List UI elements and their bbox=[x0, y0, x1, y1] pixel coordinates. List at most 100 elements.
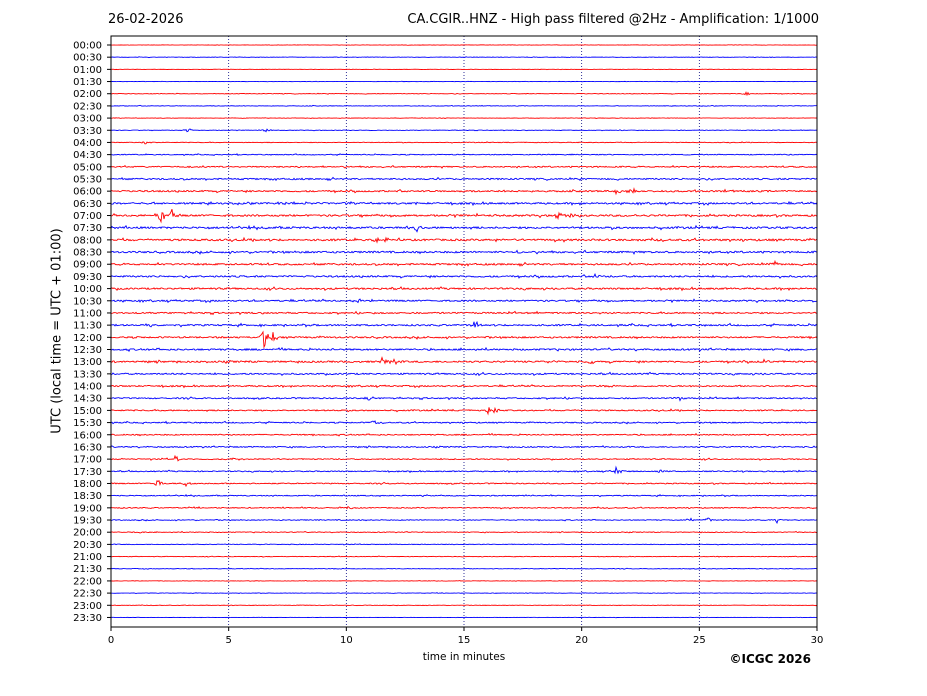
x-tick-label: 0 bbox=[108, 635, 114, 646]
y-tick-label: 15:00 bbox=[73, 406, 102, 417]
y-tick-label: 12:30 bbox=[73, 345, 102, 356]
trace-row-1130 bbox=[110, 320, 818, 328]
x-tick-label: 20 bbox=[575, 635, 588, 646]
trace-row-1300 bbox=[110, 356, 818, 366]
trace-row-0330 bbox=[110, 128, 818, 133]
x-tick-label: 25 bbox=[693, 635, 706, 646]
y-tick-label: 23:30 bbox=[73, 613, 102, 624]
trace-row-1230 bbox=[110, 346, 817, 353]
y-tick-label: 11:00 bbox=[73, 308, 102, 319]
y-tick-label: 03:30 bbox=[73, 126, 102, 137]
y-tick-label: 18:00 bbox=[73, 479, 102, 490]
trace-row-0400 bbox=[110, 141, 818, 145]
y-tick-label: 21:00 bbox=[73, 552, 102, 563]
trace-row-2200 bbox=[110, 580, 818, 582]
trace-row-0730 bbox=[110, 224, 818, 233]
trace-row-1630 bbox=[110, 445, 818, 449]
y-tick-label: 02:00 bbox=[73, 89, 102, 100]
y-tick-label: 17:30 bbox=[73, 467, 102, 478]
y-tick-label: 01:30 bbox=[73, 77, 102, 88]
y-tick-label: 03:00 bbox=[73, 114, 102, 125]
trace-row-2000 bbox=[110, 530, 818, 534]
y-tick-label: 12:00 bbox=[73, 333, 102, 344]
grid-lines bbox=[228, 36, 700, 627]
x-tick-label: 5 bbox=[225, 635, 231, 646]
trace-row-1930 bbox=[110, 517, 818, 525]
y-tick-label: 16:30 bbox=[73, 442, 102, 453]
trace-row-1100 bbox=[110, 310, 818, 316]
y-tick-label: 19:00 bbox=[73, 503, 102, 514]
trace-row-0900 bbox=[110, 259, 818, 267]
trace-row-0430 bbox=[110, 153, 818, 156]
copyright-label: ©ICGC 2026 bbox=[729, 652, 811, 666]
y-tick-label: 22:30 bbox=[73, 589, 102, 600]
y-tick-label: 07:00 bbox=[73, 211, 102, 222]
y-tick-label: 20:30 bbox=[73, 540, 102, 551]
chart-title: CA.CGIR..HNZ - High pass filtered @2Hz -… bbox=[407, 12, 819, 27]
trace-group bbox=[110, 44, 818, 619]
y-tick-label: 01:00 bbox=[73, 65, 102, 76]
trace-row-0930 bbox=[110, 273, 818, 279]
trace-row-1600 bbox=[110, 432, 818, 437]
trace-row-2230 bbox=[110, 592, 818, 595]
y-tick-label: 17:00 bbox=[73, 455, 102, 466]
y-tick-label: 23:00 bbox=[73, 601, 102, 612]
y-tick-label: 14:30 bbox=[73, 394, 102, 405]
trace-row-0500 bbox=[110, 164, 818, 169]
trace-row-1400 bbox=[110, 384, 818, 389]
y-tick-label: 08:00 bbox=[73, 235, 102, 246]
y-tick-label: 11:30 bbox=[73, 321, 102, 332]
y-tick-label: 15:30 bbox=[73, 418, 102, 429]
y-tick-label: 04:30 bbox=[73, 150, 102, 161]
trace-row-0530 bbox=[110, 176, 818, 182]
trace-row-1700 bbox=[110, 454, 818, 462]
trace-row-1200 bbox=[110, 330, 818, 349]
y-tick-label: 10:30 bbox=[73, 296, 102, 307]
trace-row-0800 bbox=[110, 236, 818, 244]
trace-row-1530 bbox=[110, 420, 818, 425]
trace-row-2030 bbox=[110, 543, 818, 546]
trace-row-2130 bbox=[110, 567, 818, 570]
trace-row-0830 bbox=[110, 249, 818, 255]
x-axis-label: time in minutes bbox=[422, 651, 506, 663]
y-tick-label: 07:30 bbox=[73, 223, 102, 234]
y-tick-label: 06:30 bbox=[73, 199, 102, 210]
x-tick-label: 10 bbox=[340, 635, 353, 646]
trace-row-0130 bbox=[110, 80, 818, 83]
y-tick-label: 13:00 bbox=[73, 357, 102, 368]
y-tick-label: 14:00 bbox=[73, 382, 102, 393]
y-tick-label: 08:30 bbox=[73, 248, 102, 259]
trace-row-1900 bbox=[110, 505, 818, 510]
y-tick-label: 13:30 bbox=[73, 369, 102, 380]
trace-row-1000 bbox=[110, 286, 818, 292]
y-tick-label: 18:30 bbox=[73, 491, 102, 502]
x-tick-label: 15 bbox=[458, 635, 471, 646]
trace-row-0200 bbox=[110, 91, 818, 97]
y-tick-label: 04:00 bbox=[73, 138, 102, 149]
y-tick-label: 09:30 bbox=[73, 272, 102, 283]
trace-row-2100 bbox=[110, 555, 818, 558]
y-tick-label: 09:00 bbox=[73, 260, 102, 271]
y-tick-label: 19:30 bbox=[73, 516, 102, 527]
y-tick-label: 16:00 bbox=[73, 430, 102, 441]
trace-row-0300 bbox=[110, 117, 818, 119]
trace-row-0700 bbox=[110, 209, 818, 224]
trace-row-1030 bbox=[110, 298, 818, 304]
y-tick-label: 06:00 bbox=[73, 187, 102, 198]
trace-row-1430 bbox=[110, 396, 818, 402]
trace-row-0000 bbox=[110, 44, 818, 46]
trace-row-1330 bbox=[110, 371, 818, 377]
trace-row-1730 bbox=[110, 465, 818, 475]
trace-row-0030 bbox=[110, 56, 818, 59]
y-tick-label: 20:00 bbox=[73, 528, 102, 539]
y-tick-label: 00:30 bbox=[73, 53, 102, 64]
y-tick-label: 21:30 bbox=[73, 564, 102, 575]
y-tick-label: 05:00 bbox=[73, 162, 102, 173]
trace-row-1500 bbox=[110, 406, 818, 416]
trace-row-1830 bbox=[110, 494, 818, 498]
date-label: 26-02-2026 bbox=[108, 12, 184, 27]
trace-row-0100 bbox=[110, 68, 818, 71]
y-tick-label: 05:30 bbox=[73, 174, 102, 185]
